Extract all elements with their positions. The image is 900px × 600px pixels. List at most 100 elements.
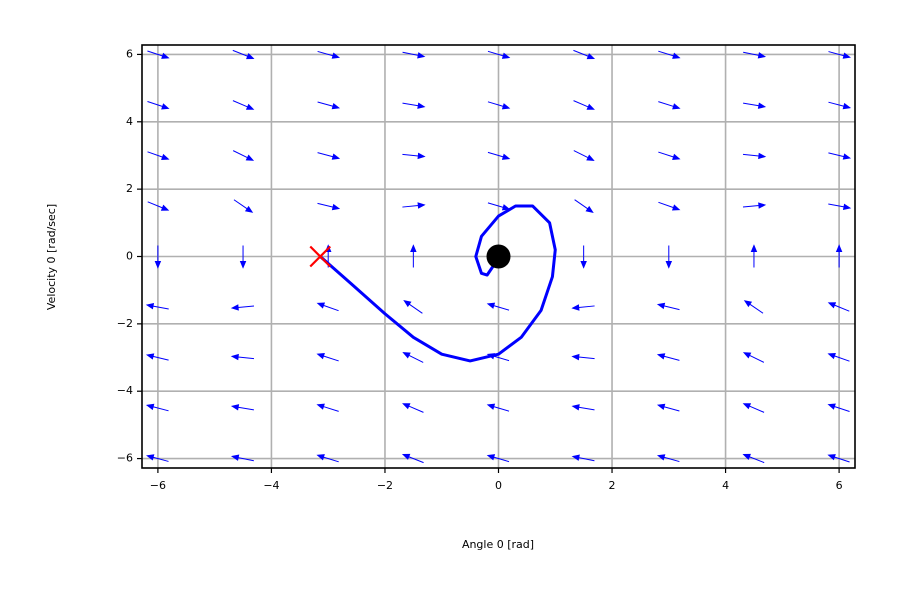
vector-arrow <box>230 454 254 462</box>
vector-arrow <box>402 51 426 59</box>
vector-arrow <box>316 403 339 412</box>
vector-arrow <box>147 50 170 59</box>
vector-arrow <box>742 352 765 363</box>
vector-arrow <box>658 101 681 110</box>
vector-arrow <box>742 202 767 209</box>
vector-arrow <box>232 49 255 60</box>
vector-arrow <box>573 150 595 161</box>
x-tick-label: 4 <box>722 479 729 492</box>
vector-arrow <box>828 203 852 210</box>
vector-arrow <box>154 245 162 269</box>
vector-arrow <box>827 403 850 413</box>
vector-arrow <box>487 50 511 59</box>
vector-arrow <box>656 353 680 361</box>
x-axis-label: Angle 0 [rad] <box>462 538 534 551</box>
vector-arrow <box>571 404 595 411</box>
vector-arrow <box>145 353 169 361</box>
vector-arrow <box>486 454 510 463</box>
vector-arrow <box>656 302 680 311</box>
y-tick-label: −2 <box>117 317 133 330</box>
vector-arrow <box>571 353 595 361</box>
vector-arrow <box>410 244 417 268</box>
vector-arrow <box>827 352 850 362</box>
vector-arrow <box>828 51 851 59</box>
vector-arrow <box>828 101 852 110</box>
vector-arrow <box>145 303 169 310</box>
vector-arrow <box>146 454 169 462</box>
x-tick-label: 2 <box>609 479 616 492</box>
plot-frame <box>141 44 856 469</box>
start-marker <box>309 245 332 268</box>
vector-arrow <box>487 101 511 110</box>
vector-arrow <box>743 51 767 59</box>
vector-arrow <box>402 152 426 160</box>
vector-arrow <box>145 403 169 412</box>
goal-marker <box>486 244 511 269</box>
vector-arrow <box>316 302 339 312</box>
vector-arrow <box>658 50 681 59</box>
vector-arrow <box>232 100 255 110</box>
vector-arrow <box>232 150 255 161</box>
vector-arrow <box>658 201 681 211</box>
y-tick-label: 6 <box>126 47 133 60</box>
vector-arrow <box>571 304 595 311</box>
vector-arrow <box>573 100 595 110</box>
vector-arrow <box>750 244 758 268</box>
vector-arrow <box>743 300 764 314</box>
vector-arrow <box>487 202 511 211</box>
vector-arrow <box>233 199 254 213</box>
vector-arrow <box>665 245 673 269</box>
trajectory <box>319 204 557 363</box>
vector-arrow <box>402 202 426 209</box>
vector-arrow <box>656 454 680 463</box>
vector-arrow <box>316 353 339 362</box>
vector-arrow <box>401 453 424 464</box>
vector-arrow <box>742 152 767 160</box>
vector-arrow <box>571 454 595 462</box>
vector-arrow <box>486 403 510 412</box>
vector-arrow <box>230 353 255 361</box>
x-tick-label: −2 <box>377 479 393 492</box>
vector-arrow <box>658 151 681 160</box>
vector-arrow <box>827 302 850 312</box>
vector-arrow <box>487 151 511 160</box>
vector-arrow <box>230 404 254 411</box>
vector-arrow <box>316 454 339 463</box>
y-tick-label: −4 <box>117 384 133 397</box>
vector-arrow <box>317 152 341 160</box>
vector-arrow <box>827 454 850 463</box>
vector-arrow <box>230 304 255 311</box>
vector-arrow <box>402 102 426 109</box>
vector-arrow <box>403 300 423 314</box>
x-tick-label: −4 <box>263 479 279 492</box>
vector-arrow <box>317 202 341 211</box>
vector-arrow <box>656 403 680 412</box>
vector-arrow <box>828 152 852 160</box>
vector-arrow <box>574 199 594 213</box>
vector-arrow <box>742 403 765 413</box>
vector-arrow <box>317 101 341 110</box>
y-tick-label: −6 <box>117 452 133 465</box>
vector-arrow <box>835 244 843 268</box>
vector-arrow <box>147 201 170 211</box>
x-tick-label: 6 <box>836 479 843 492</box>
vector-arrow <box>402 352 424 363</box>
vector-arrow <box>402 403 424 413</box>
y-tick-label: 4 <box>126 115 133 128</box>
vector-arrow <box>147 151 170 161</box>
y-tick-label: 2 <box>126 182 133 195</box>
x-tick-label: 0 <box>495 479 502 492</box>
vector-arrow <box>742 453 765 464</box>
vector-arrow <box>743 102 767 109</box>
y-tick-label: 0 <box>126 250 133 263</box>
x-tick-label: −6 <box>150 479 166 492</box>
vector-arrow <box>317 50 341 59</box>
vector-arrow <box>573 49 596 60</box>
y-axis-label: Velocity 0 [rad/sec] <box>45 204 58 310</box>
vector-arrow <box>486 302 510 311</box>
vector-arrow <box>580 245 587 269</box>
vector-arrow <box>239 245 247 269</box>
vector-arrow <box>147 100 170 110</box>
